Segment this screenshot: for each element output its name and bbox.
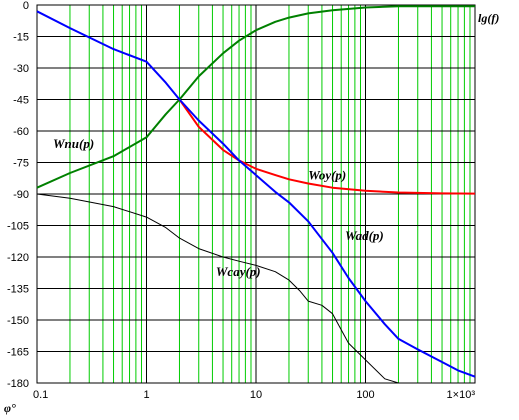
- tick-labels: 0 -15 -30 -45 -60 -75 -90 -105 -120 -135 -150 -165 -…: [7, 0, 475, 401]
- series-line-wcayp: [36, 193, 399, 384]
- series-label: Wad(p): [345, 228, 384, 243]
- y-tick-label: -75: [13, 158, 29, 170]
- y-tick-label: -105: [7, 221, 29, 233]
- series-layer: [36, 5, 476, 384]
- y-tick-label: -150: [7, 315, 29, 327]
- series-label: Wnu(p): [53, 136, 94, 151]
- x-axis-label: lg(f): [478, 11, 499, 25]
- y-tick-label: -15: [13, 32, 29, 44]
- y-tick-label: -45: [13, 95, 29, 107]
- series-labels: Wnu(p) Woy(p) Wad(p) Wcay(p): [53, 136, 384, 279]
- x-tick-label: 100: [356, 389, 374, 401]
- y-tick-label: 0: [23, 0, 29, 12]
- y-tick-label: -120: [7, 252, 29, 264]
- x-tick-label: 10: [250, 389, 262, 401]
- y-tick-label: -165: [7, 347, 29, 359]
- y-tick-label: -60: [13, 126, 29, 138]
- major-grid: [37, 5, 475, 383]
- y-tick-label: -135: [7, 284, 29, 296]
- y-axis-label: φ°: [4, 401, 16, 415]
- x-tick-label: 1×10³: [447, 389, 476, 401]
- y-tick-label: -180: [7, 378, 29, 390]
- series-label: Woy(p): [308, 167, 346, 182]
- series-line-wnup: [36, 5, 475, 189]
- y-tick-label: -30: [13, 63, 29, 75]
- y-tick-label: -90: [13, 189, 29, 201]
- series-label: Wcay(p): [216, 264, 261, 279]
- series-line-wadp: [36, 10, 476, 378]
- x-tick-label: 0.1: [33, 389, 48, 401]
- x-tick-label: 1: [143, 389, 149, 401]
- series-line-woyp: [178, 98, 476, 195]
